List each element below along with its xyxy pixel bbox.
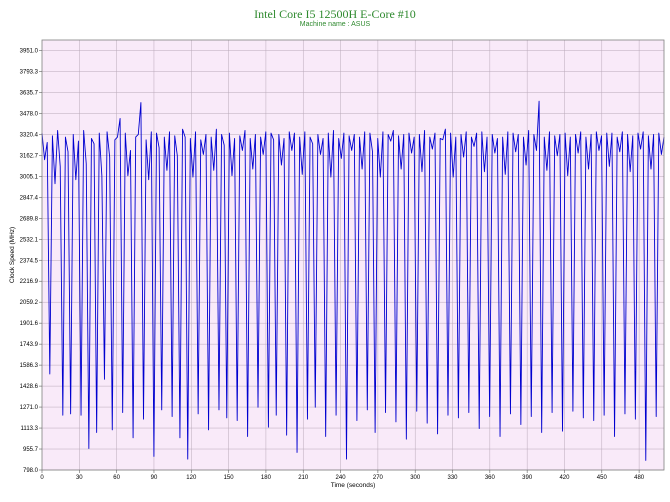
x-tick-label: 120 — [186, 475, 197, 481]
series-line-clock-speed — [41, 100, 665, 461]
y-tick-label: 955.7 — [23, 447, 39, 453]
chart-title: Intel Core I5 12500H E-Core #10 — [254, 7, 416, 21]
x-tick-label: 150 — [224, 475, 235, 481]
y-tick-label: 3793.3 — [20, 69, 39, 75]
x-tick-label: 270 — [373, 475, 384, 481]
x-tick-label: 240 — [336, 475, 347, 481]
x-axis-label: Time (seconds) — [331, 482, 376, 489]
y-tick-label: 1271.0 — [20, 405, 39, 411]
chart-subtitle: Machine name : ASUS — [299, 21, 371, 28]
y-tick-label: 3635.7 — [20, 90, 39, 96]
y-tick-label: 3005.1 — [20, 174, 39, 180]
x-tick-label: 420 — [559, 475, 570, 481]
x-tick-label: 480 — [634, 475, 645, 481]
x-tick-label: 450 — [597, 475, 608, 481]
y-tick-label: 2059.2 — [20, 300, 39, 306]
y-tick-label: 3320.4 — [20, 132, 39, 138]
x-tick-label: 300 — [410, 475, 421, 481]
x-tick-label: 210 — [298, 475, 309, 481]
y-tick-label: 3951.0 — [20, 49, 39, 55]
x-tick-label: 390 — [522, 475, 533, 481]
grid-layer — [42, 40, 664, 471]
y-tick-label: 2216.9 — [20, 279, 39, 285]
x-tick-label: 60 — [113, 475, 120, 481]
y-tick-label: 2689.8 — [20, 216, 39, 222]
x-tick-label: 0 — [40, 475, 44, 481]
y-tick-label: 3162.7 — [20, 153, 39, 159]
x-tick-label: 360 — [485, 475, 496, 481]
x-tick-label: 90 — [151, 475, 158, 481]
tick-layer: 798.0 955.7 1113.3 1271.0 1428.6 1586.3 1743.9… — [20, 49, 645, 481]
y-tick-label: 1428.6 — [20, 384, 39, 390]
y-tick-label: 2847.4 — [20, 195, 39, 201]
y-tick-label: 3478.0 — [20, 111, 39, 117]
y-tick-label: 798.0 — [23, 468, 39, 474]
x-tick-label: 330 — [448, 475, 459, 481]
y-tick-label: 2374.5 — [20, 258, 39, 264]
y-axis-label: Clock Speed (MHz) — [9, 227, 16, 283]
plot-area-frame — [41, 39, 665, 471]
plot-area-background — [42, 40, 664, 470]
y-tick-label: 2532.1 — [20, 237, 39, 243]
y-tick-label: 1901.6 — [20, 321, 39, 327]
y-tick-label: 1113.3 — [21, 426, 39, 432]
y-tick-label: 1586.3 — [20, 363, 39, 369]
x-tick-label: 180 — [261, 475, 272, 481]
y-tick-label: 1743.9 — [20, 342, 39, 348]
x-tick-label: 30 — [76, 475, 83, 481]
